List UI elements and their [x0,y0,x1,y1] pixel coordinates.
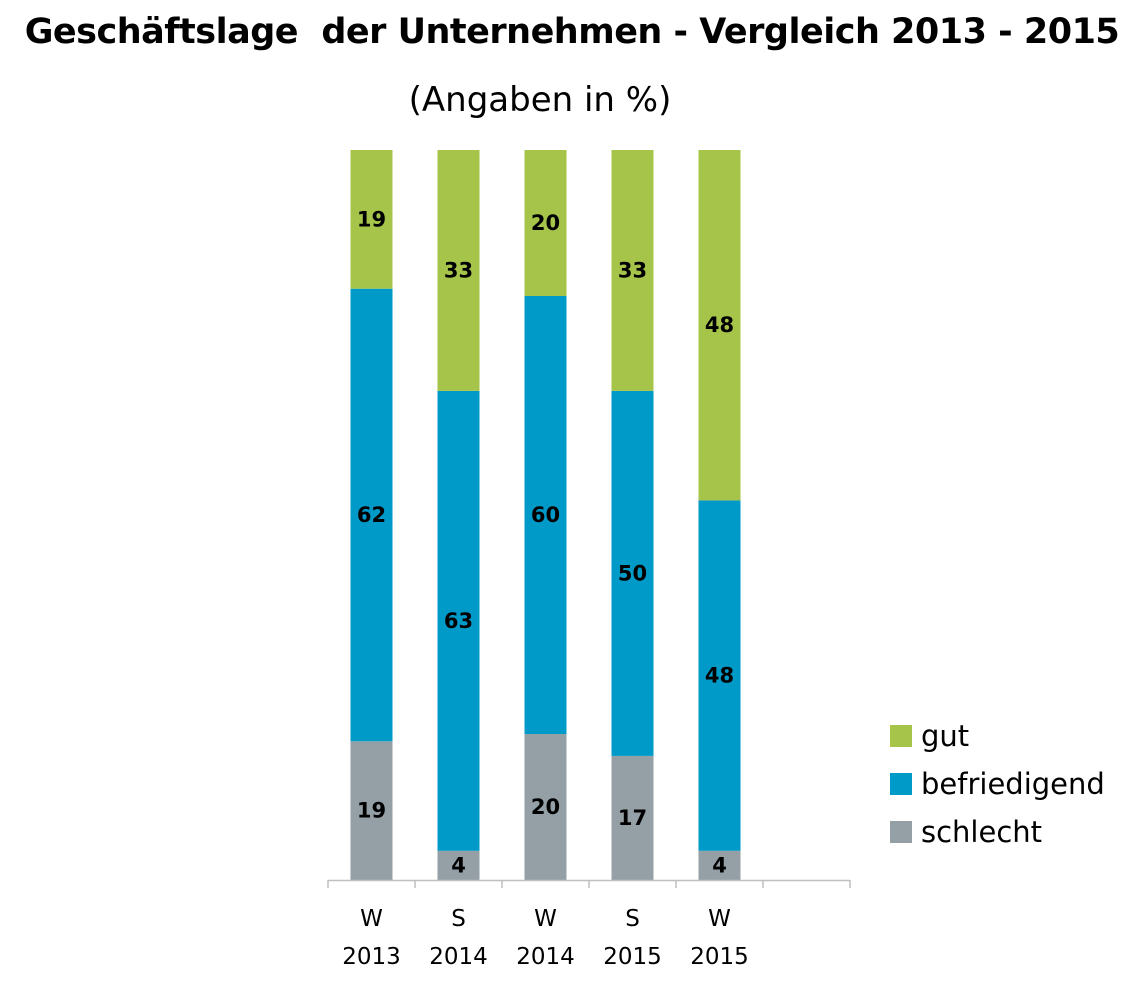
data-label: 48 [705,313,734,337]
legend-swatch [890,773,912,795]
data-label: 33 [618,258,647,282]
data-label: 63 [444,609,473,633]
legend-label: befriedigend [921,767,1105,801]
bars-layer: 19 62 19 4 63 33 20 60 20 17 50 33 4 48 48 [350,150,741,880]
data-label: 48 [705,664,734,688]
data-label: 4 [712,853,727,877]
data-label: 19 [357,207,386,231]
bar-segment-gut [698,150,741,501]
data-label: 19 [357,799,386,823]
x-tick-label: W 2015 [690,906,749,970]
bar-segment-befriedigend [350,288,393,742]
legend-swatch [890,725,912,747]
legend-label: gut [921,719,970,753]
bar-segment-schlecht [611,755,654,880]
legend-label: schlecht [921,815,1043,849]
bar-segment-schlecht [524,734,567,880]
bar-segment-gut [611,150,654,391]
chart-subtitle: (Angaben in %) [408,80,672,120]
data-label: 20 [531,211,560,235]
legend-item-gut: gut [890,712,1105,760]
data-label: 60 [531,503,560,527]
bar-segment-gut [524,150,567,296]
x-tick-label: W 2014 [516,906,575,970]
bar-segment-befriedigend [437,390,480,851]
legend-item-schlecht: schlecht [890,808,1105,856]
data-label: 20 [531,795,560,819]
bar-segment-schlecht [350,741,393,880]
bar-segment-befriedigend [611,390,654,756]
data-label: 4 [451,853,466,877]
bar-segment-befriedigend [524,296,567,734]
x-tick-label: S 2014 [429,906,488,970]
data-label: 50 [618,561,647,585]
x-tick-label: W 2013 [342,906,401,970]
bar-segment-befriedigend [698,500,741,851]
data-label: 17 [618,806,647,830]
x-tick-label: S 2015 [603,906,662,970]
data-label: 33 [444,258,473,282]
data-label: 62 [357,503,386,527]
x-axis: W 2013 S 2014 W 2014 S 2015 W 2015 [327,879,851,970]
legend: gut befriedigend schlecht [890,712,1105,856]
chart-title: Geschäftslage der Unternehmen - Vergleic… [24,12,1120,52]
bar-segment-schlecht [437,850,480,880]
bar-segment-schlecht [698,850,741,880]
legend-swatch [890,821,912,843]
bar-segment-gut [437,150,480,391]
legend-item-befriedigend: befriedigend [890,760,1105,808]
bar-segment-gut [350,150,393,289]
